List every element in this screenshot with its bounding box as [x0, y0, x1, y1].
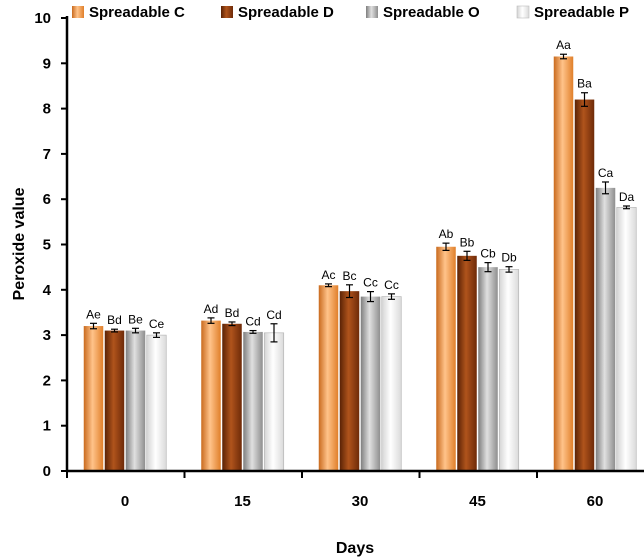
legend: Spreadable C Spreadable D Spreadable O Spre… [72, 4, 629, 21]
bar-letter-label: Ba [577, 77, 592, 91]
bar-letter-label: Bd [225, 306, 240, 320]
bar-letter-label: Be [128, 312, 143, 326]
legend-label: Spreadable O [383, 4, 480, 21]
error-bar [270, 323, 278, 343]
y-tick-label: 3 [43, 327, 51, 344]
bar-letter-label: Cc [363, 276, 378, 290]
error-bar [325, 283, 332, 288]
error-bar [463, 250, 471, 261]
error-bar [153, 332, 160, 338]
legend-label: Spreadable P [534, 4, 629, 21]
error-bar [442, 242, 450, 251]
bar-letter-label: Ce [149, 317, 165, 331]
bar-letter-label: Cc [384, 278, 399, 292]
bar-letter-label: Cb [480, 247, 496, 261]
error-bar [388, 293, 395, 300]
error-bar [623, 205, 630, 210]
legend-label: Spreadable D [238, 4, 334, 21]
bar-spreadable-d-day-45 [457, 255, 477, 471]
error-bar [132, 327, 139, 334]
bar-letter-label: Bd [107, 313, 122, 327]
bar-spreadable-o-day-45 [478, 267, 498, 471]
bar-spreadable-d-day-15 [222, 323, 242, 471]
bars-group [83, 56, 637, 472]
y-tick-label: 8 [43, 101, 51, 118]
bar-letter-label: Db [501, 251, 517, 265]
legend-item-spreadable-p: Spreadable P [516, 4, 629, 21]
y-tick-label: 0 [43, 463, 51, 480]
y-tick-label: 6 [43, 191, 51, 208]
error-bars-group [90, 53, 630, 343]
y-tick-label: 10 [34, 10, 51, 27]
bar-spreadable-c-day-15 [201, 320, 221, 471]
error-bar [90, 322, 97, 330]
error-bar [505, 266, 513, 273]
legend-item-spreadable-d: Spreadable D [221, 4, 334, 21]
y-tick-label: 1 [43, 418, 51, 435]
bar-letter-label: Bc [342, 269, 356, 283]
bar-spreadable-p-day-0 [146, 334, 167, 472]
bar-spreadable-p-day-30 [381, 296, 402, 472]
bar-spreadable-c-day-60 [553, 56, 574, 471]
error-bar [602, 181, 609, 195]
bar-letter-label: Da [619, 190, 635, 204]
legend-swatch [221, 6, 233, 18]
bar-spreadable-p-day-60 [616, 207, 637, 472]
legend-label: Spreadable C [89, 4, 185, 21]
error-bar [367, 291, 374, 303]
bar-letter-label: Ac [321, 268, 335, 282]
bar-spreadable-c-day-0 [83, 326, 104, 471]
bar-spreadable-o-day-15 [243, 331, 263, 471]
bar-letter-label: Ad [204, 302, 219, 316]
legend-item-spreadable-c: Spreadable C [72, 4, 185, 21]
x-tick-label: 60 [587, 493, 604, 510]
bar-labels-group: Ae Bd Be Ce Ad Bd Cd Cd Ac Bc Cc Cc Ab Bb Cb Db Aa Ba Ca Da [86, 38, 634, 331]
error-bar [484, 262, 492, 273]
bar-letter-label: Aa [556, 38, 571, 52]
bar-letter-label: Bb [460, 235, 475, 249]
x-tick-label: 15 [234, 493, 251, 510]
error-bar [207, 317, 215, 324]
error-bar [228, 321, 236, 327]
error-bar [560, 53, 567, 60]
bar-spreadable-c-day-30 [318, 285, 339, 471]
bar-letter-label: Cd [245, 315, 260, 329]
x-tick-label: 30 [352, 493, 369, 510]
y-tick-label: 4 [43, 282, 52, 299]
bar-letter-label: Ae [86, 307, 101, 321]
x-tick-label: 45 [469, 493, 486, 510]
y-tick-label: 9 [43, 55, 51, 72]
y-tick-label: 5 [43, 237, 51, 254]
bar-spreadable-o-day-30 [360, 296, 381, 471]
y-tick-label: 2 [43, 372, 51, 389]
bar-letter-label: Cd [266, 308, 281, 322]
bar-spreadable-c-day-45 [436, 246, 456, 471]
x-axis-title: Days [336, 540, 374, 557]
bar-spreadable-p-day-45 [498, 269, 520, 472]
y-tick-label: 7 [43, 146, 51, 163]
error-bar [249, 329, 257, 334]
legend-item-spreadable-o: Spreadable O [366, 4, 480, 21]
y-axis-title: Peroxide value [11, 187, 28, 300]
bar-spreadable-o-day-0 [125, 330, 146, 471]
legend-swatch [516, 5, 530, 19]
legend-swatch [366, 6, 378, 18]
bar-spreadable-d-day-60 [574, 99, 595, 471]
bar-spreadable-p-day-15 [263, 332, 285, 472]
bar-spreadable-o-day-60 [595, 187, 616, 471]
x-tick-label: 0 [121, 493, 129, 510]
legend-swatch [72, 6, 84, 18]
bar-letter-label: Ab [439, 227, 454, 241]
bar-spreadable-d-day-30 [339, 291, 360, 471]
bar-letter-label: Ca [598, 166, 614, 180]
error-bar [581, 92, 588, 107]
bar-spreadable-d-day-0 [104, 330, 125, 471]
error-bar [111, 328, 118, 333]
error-bar [346, 284, 353, 299]
